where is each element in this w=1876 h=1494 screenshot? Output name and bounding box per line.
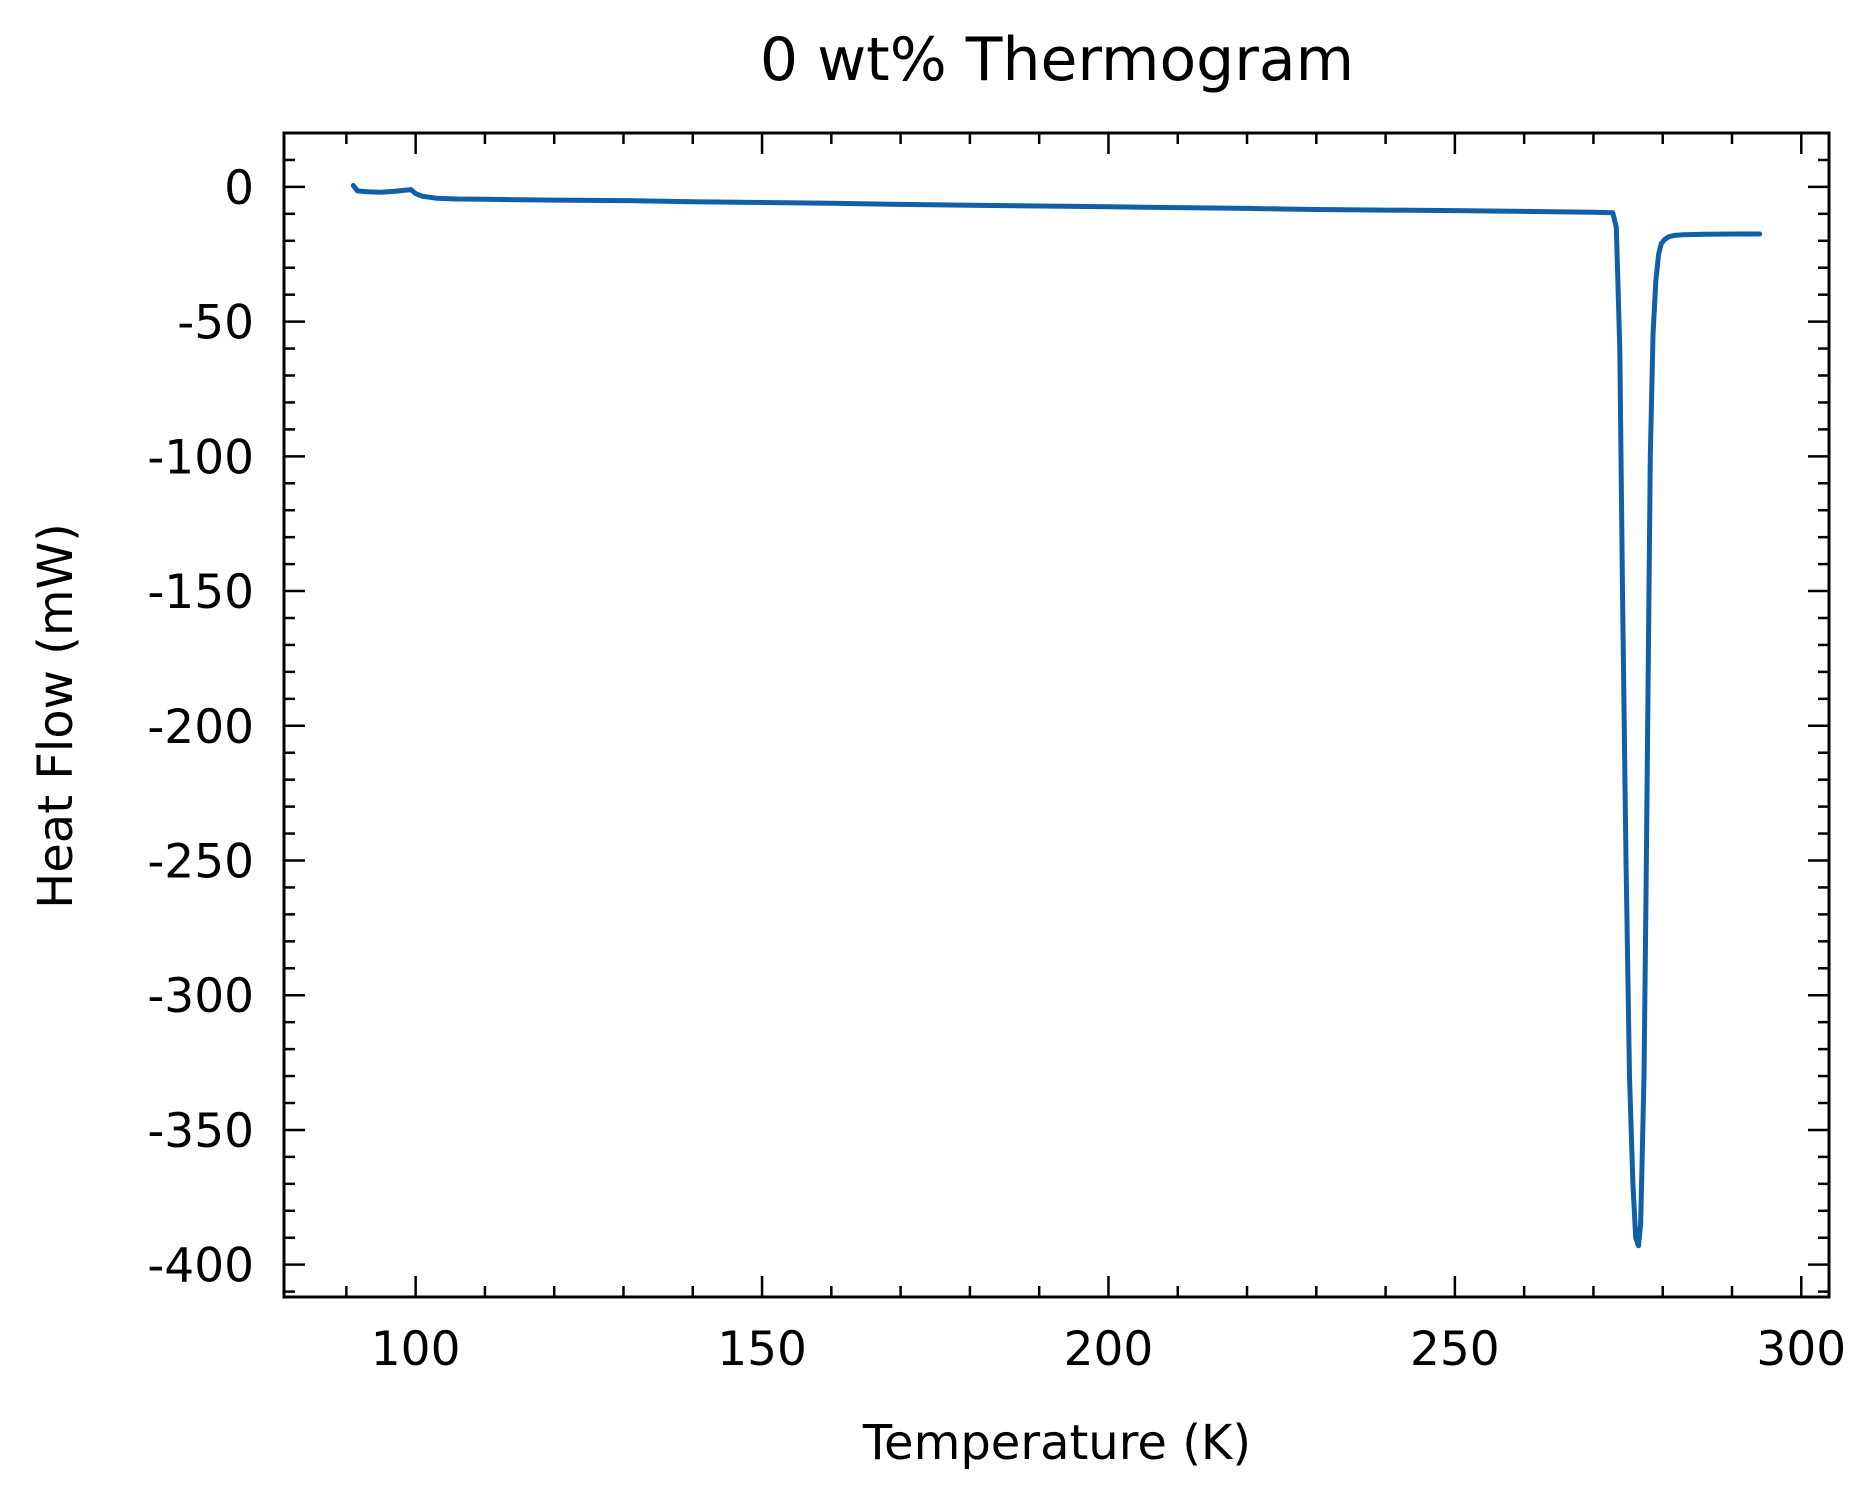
chart-title: 0 wt% Thermogram [760, 25, 1354, 95]
x-tick-label: 100 [371, 1322, 461, 1377]
y-tick-label: -50 [177, 296, 254, 351]
axis-ticks [284, 133, 1829, 1297]
y-tick-label: -100 [147, 430, 254, 485]
series-line-0 [350, 183, 1763, 1249]
y-tick-label: -150 [147, 565, 254, 620]
y-tick-label: -350 [147, 1104, 254, 1159]
x-tick-label: 250 [1410, 1322, 1500, 1377]
y-tick-label: -250 [147, 835, 254, 890]
tick-labels: 100 150 200 250 300 0 -50 -100 -150 -200 -250 -300 -… [147, 161, 1846, 1377]
y-tick-label: -400 [147, 1239, 254, 1294]
plot-area [350, 183, 1763, 1249]
x-tick-label: 300 [1756, 1322, 1846, 1377]
x-tick-label: 200 [1064, 1322, 1154, 1377]
x-axis-label: Temperature (K) [862, 1415, 1251, 1471]
y-tick-label: -300 [147, 969, 254, 1024]
y-tick-label: 0 [224, 161, 254, 216]
x-tick-label: 150 [717, 1322, 807, 1377]
plot-frame [282, 131, 1831, 1299]
y-tick-label: -200 [147, 700, 254, 755]
y-axis-label: Heat Flow (mW) [28, 523, 84, 909]
